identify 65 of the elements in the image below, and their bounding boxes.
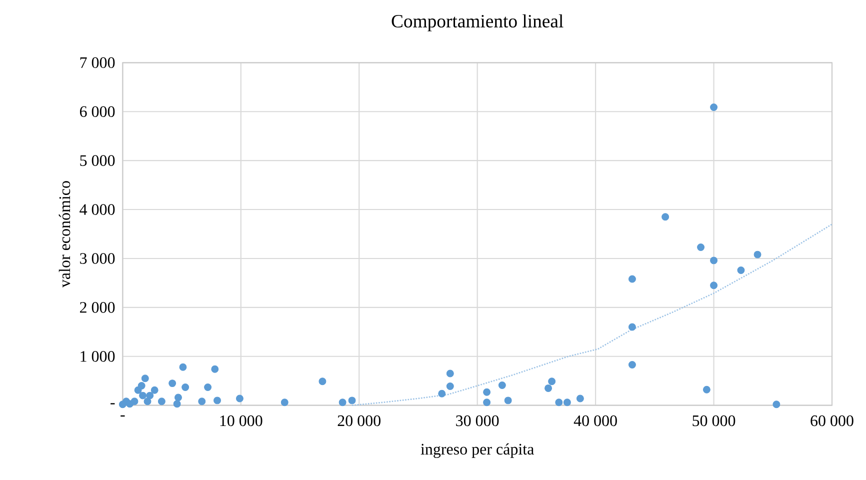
- y-tick-label: 6 000: [80, 106, 115, 118]
- point: [498, 382, 506, 390]
- point: [772, 400, 780, 408]
- point: [236, 394, 244, 402]
- point: [710, 256, 718, 264]
- y-tick-label: 7 000: [80, 57, 115, 68]
- point: [158, 398, 166, 406]
- point: [754, 250, 762, 258]
- point: [628, 275, 636, 283]
- point: [179, 363, 187, 371]
- point: [348, 396, 356, 404]
- x-tick-label: 40 000: [574, 415, 617, 426]
- point: [697, 243, 705, 251]
- point: [504, 396, 512, 404]
- point: [182, 383, 190, 391]
- chart-title: Comportamiento lineal: [392, 14, 564, 32]
- point: [204, 383, 212, 391]
- point: [555, 398, 563, 406]
- point: [118, 400, 126, 408]
- point: [138, 382, 146, 390]
- point: [174, 394, 182, 402]
- x-axis-title: ingreso per cápita: [420, 443, 534, 458]
- point: [576, 394, 584, 402]
- point: [710, 282, 718, 290]
- point: [544, 384, 552, 392]
- y-tick-label: 5 000: [80, 155, 115, 166]
- point: [139, 392, 147, 400]
- point: [150, 386, 158, 394]
- point: [130, 398, 138, 406]
- y-tick-label: -: [110, 403, 115, 404]
- y-tick-label: 2 000: [80, 302, 115, 313]
- x-tick-label: 50 000: [692, 415, 736, 426]
- point: [446, 370, 454, 378]
- point: [198, 398, 206, 406]
- point: [628, 360, 636, 368]
- point: [173, 400, 181, 408]
- point: [144, 398, 152, 406]
- point: [338, 398, 346, 406]
- y-tick-label: 3 000: [80, 253, 115, 264]
- point: [710, 103, 718, 111]
- point: [168, 380, 176, 388]
- point: [446, 382, 454, 390]
- point: [702, 386, 710, 394]
- x-tick-label: 30 000: [456, 415, 499, 426]
- point: [146, 392, 154, 400]
- y-tick-label: 1 000: [80, 350, 115, 362]
- point: [211, 365, 219, 373]
- x-tick-label: 60 000: [810, 415, 854, 426]
- point: [483, 388, 491, 396]
- point: [214, 396, 221, 404]
- point: [662, 213, 670, 221]
- point: [737, 266, 745, 274]
- x-tick-label: 10 000: [220, 415, 262, 426]
- point: [438, 390, 446, 398]
- y-axis-title: valor económico: [58, 181, 70, 288]
- point: [563, 398, 571, 406]
- point: [318, 378, 326, 386]
- point: [141, 374, 149, 382]
- point: [628, 323, 636, 331]
- point: [280, 398, 288, 406]
- point: [483, 398, 491, 406]
- x-tick-label: -: [120, 415, 125, 417]
- point: [548, 378, 556, 386]
- x-tick-label: 20 000: [338, 415, 380, 426]
- y-tick-label: 4 000: [80, 204, 115, 215]
